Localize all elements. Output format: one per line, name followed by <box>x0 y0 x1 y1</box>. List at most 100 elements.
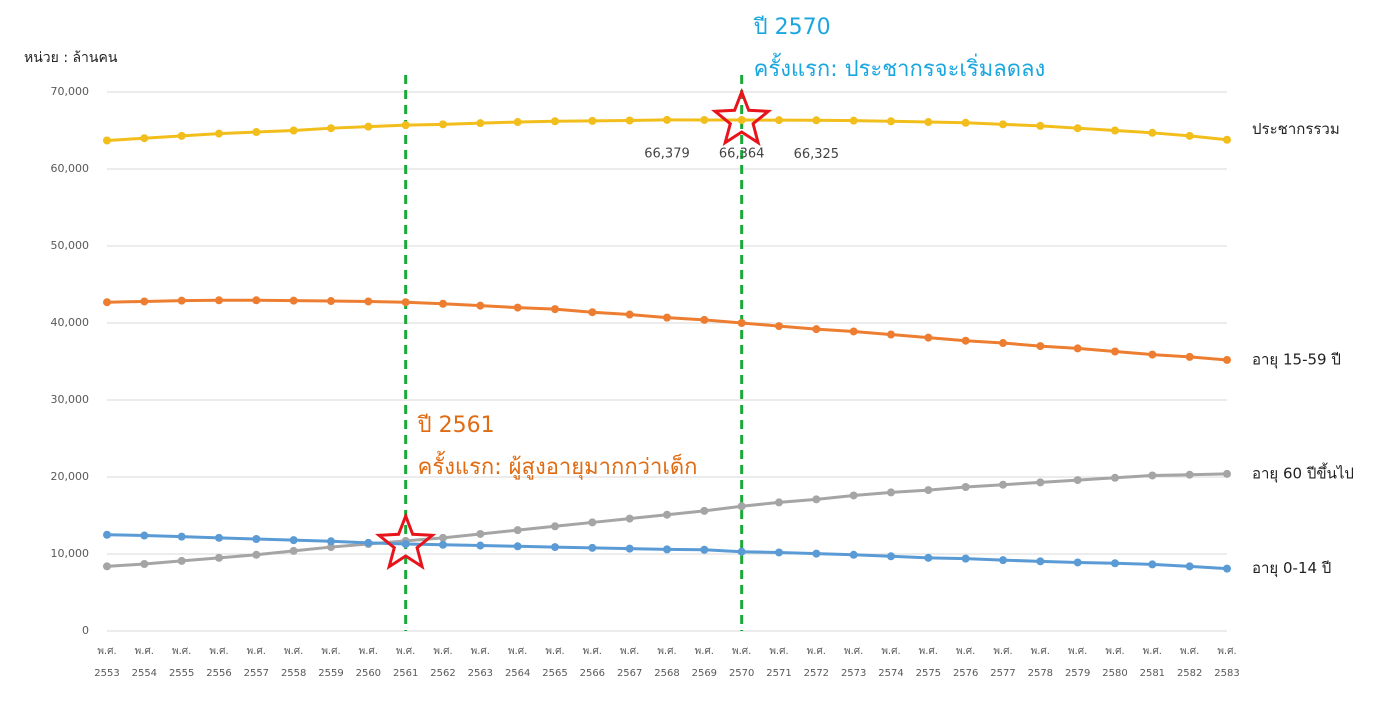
x-tick-label: พ.ศ. <box>583 646 602 657</box>
x-tick-label: พ.ศ. <box>844 646 863 657</box>
x-tick-label: พ.ศ. <box>97 646 116 657</box>
data-point <box>849 327 858 336</box>
data-point <box>924 118 933 127</box>
data-point <box>439 299 447 308</box>
data-point <box>551 522 559 531</box>
data-label: 66,364 <box>719 146 765 161</box>
series-name: ประชากรรวม <box>1252 120 1340 138</box>
data-point <box>1223 564 1231 573</box>
data-point <box>289 126 298 135</box>
data-point <box>1073 558 1082 567</box>
data-point <box>1111 473 1119 482</box>
data-point <box>961 554 970 563</box>
y-tick-label: 20,000 <box>51 470 90 483</box>
x-tick-label: พ.ศ. <box>359 646 378 657</box>
x-tick-label: 2565 <box>542 668 567 679</box>
data-point <box>924 486 933 495</box>
data-point <box>215 533 223 542</box>
x-tick-label: พ.ศ. <box>209 646 228 657</box>
data-point <box>961 118 970 127</box>
x-tick-label: 2579 <box>1065 668 1090 679</box>
data-point <box>177 131 186 140</box>
data-point <box>588 543 597 552</box>
x-tick-label: พ.ศ. <box>433 646 452 657</box>
data-point <box>476 541 485 550</box>
data-point <box>140 531 149 540</box>
y-tick-label: 0 <box>82 624 89 637</box>
data-point <box>513 303 522 312</box>
series-name: อายุ 60 ปีขึ้นไป <box>1252 462 1354 483</box>
data-point <box>812 325 821 334</box>
data-point <box>1111 347 1119 356</box>
x-tick-label: 2569 <box>692 668 717 679</box>
data-point <box>1223 469 1231 478</box>
data-point <box>1185 562 1194 571</box>
y-tick-label: 60,000 <box>51 162 90 175</box>
x-tick-label: พ.ศ. <box>172 646 191 657</box>
x-tick-label: 2578 <box>1028 668 1053 679</box>
data-point <box>663 115 671 124</box>
data-point <box>999 339 1007 348</box>
x-tick-label: พ.ศ. <box>657 646 676 657</box>
x-tick-label: 2582 <box>1177 668 1202 679</box>
data-point <box>476 529 485 538</box>
x-tick-label: 2570 <box>729 668 754 679</box>
data-point <box>775 116 783 125</box>
x-tick-label: พ.ศ. <box>135 646 154 657</box>
x-tick-label: 2556 <box>206 668 231 679</box>
data-point <box>1036 557 1045 566</box>
data-point <box>401 298 410 307</box>
data-point <box>775 548 783 557</box>
x-tick-label: พ.ศ. <box>807 646 826 657</box>
data-point <box>625 310 634 319</box>
data-point <box>887 330 895 339</box>
x-tick-label: 2575 <box>916 668 941 679</box>
x-tick-label: พ.ศ. <box>1180 646 1199 657</box>
data-point <box>1073 476 1082 485</box>
data-point <box>999 480 1007 489</box>
data-point <box>140 297 149 306</box>
data-point <box>625 116 634 125</box>
annotation-text: ปี 2570 <box>752 15 830 40</box>
data-point <box>999 556 1007 565</box>
x-tick-label: พ.ศ. <box>1143 646 1162 657</box>
data-point <box>887 488 895 497</box>
star-marker <box>375 511 437 570</box>
data-point <box>439 540 447 549</box>
data-point <box>364 538 373 547</box>
y-tick-label: 30,000 <box>51 393 90 406</box>
series-line <box>106 298 1228 362</box>
y-tick-label: 70,000 <box>51 85 90 98</box>
data-point <box>140 560 149 569</box>
data-point <box>999 120 1007 129</box>
x-tick-label: 2564 <box>505 668 530 679</box>
x-tick-label: พ.ศ. <box>919 646 938 657</box>
y-tick-label: 40,000 <box>51 316 90 329</box>
data-point <box>177 556 186 565</box>
data-point <box>1148 471 1157 480</box>
data-point <box>103 562 111 571</box>
data-point <box>849 116 858 125</box>
data-point <box>887 117 895 126</box>
data-point <box>1148 128 1157 137</box>
data-point <box>177 532 186 541</box>
data-point <box>289 546 298 555</box>
data-point <box>1223 355 1231 364</box>
data-point <box>588 116 597 125</box>
data-point <box>812 549 821 558</box>
data-point <box>700 315 709 324</box>
data-point <box>513 118 522 127</box>
data-point <box>775 322 783 331</box>
data-point <box>663 510 671 519</box>
x-tick-label: 2567 <box>617 668 642 679</box>
x-tick-label: พ.ศ. <box>247 646 266 657</box>
data-point <box>1185 470 1194 479</box>
unit-label: หน่วย : ล้านคน <box>24 50 118 66</box>
x-tick-label: 2568 <box>654 668 679 679</box>
x-tick-label: 2566 <box>580 668 605 679</box>
x-tick-label: พ.ศ. <box>321 646 340 657</box>
data-point <box>1036 478 1045 487</box>
data-point <box>700 545 709 554</box>
data-point <box>737 115 746 124</box>
